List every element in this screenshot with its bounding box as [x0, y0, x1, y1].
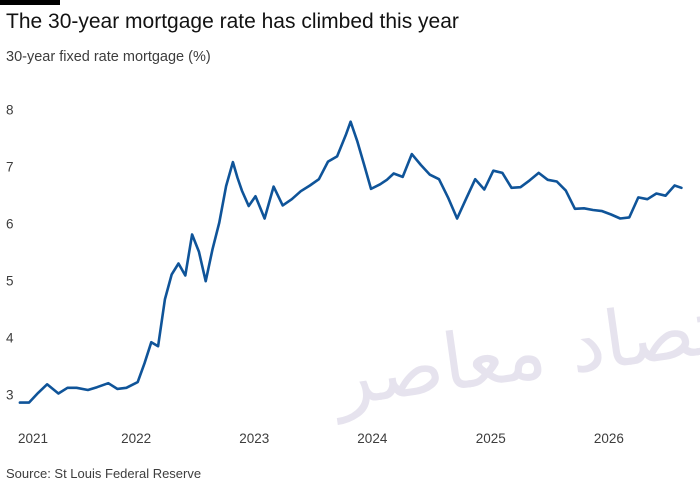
y-tick-label: 8 [6, 103, 14, 118]
watermark-logo: اقتصاد معاصر [325, 273, 700, 426]
x-tick-label: 2026 [594, 431, 624, 446]
y-tick-label: 3 [6, 388, 14, 403]
x-tick-label: 2024 [357, 431, 388, 446]
y-tick-label: 6 [6, 217, 14, 232]
y-tick-label: 5 [6, 274, 14, 289]
chart-title: The 30-year mortgage rate has climbed th… [6, 10, 459, 33]
x-axis-ticks: 2021 2022 2023 2024 2025 2026 [18, 431, 624, 446]
x-tick-label: 2025 [476, 431, 506, 446]
top-rule [0, 0, 60, 5]
source-note: Source: St Louis Federal Reserve [6, 466, 202, 481]
chart-subtitle: 30-year fixed rate mortgage (%) [6, 49, 211, 65]
y-tick-label: 7 [6, 160, 14, 175]
mortgage-rate-line [18, 120, 683, 404]
y-tick-label: 4 [6, 331, 14, 346]
x-tick-label: 2023 [239, 431, 269, 446]
y-axis-ticks: 3 4 5 6 7 8 [6, 103, 14, 403]
x-tick-label: 2022 [121, 431, 151, 446]
x-tick-label: 2021 [18, 431, 48, 446]
